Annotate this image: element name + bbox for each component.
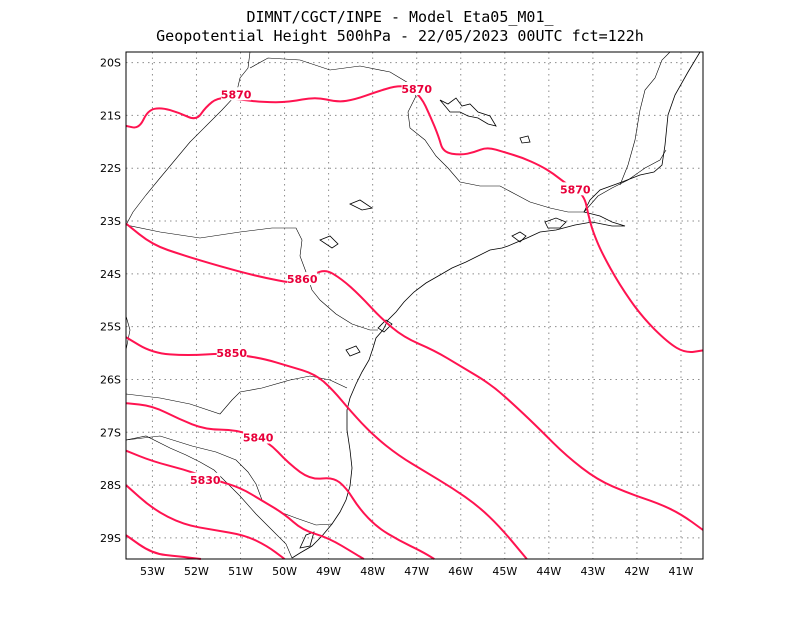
contour-label-bg (401, 81, 432, 95)
contour-label-bg (287, 272, 318, 286)
lat-tick-label: 27S (100, 426, 121, 439)
lon-tick-label: 44W (536, 565, 561, 578)
border-mg-rj (583, 149, 667, 213)
border-pr-sc (125, 375, 348, 415)
lagoa-dos-patos (299, 531, 315, 549)
lon-tick-label: 50W (272, 565, 297, 578)
sao-sebastiao-island (511, 231, 527, 243)
contour-label-bg (560, 182, 591, 196)
furnas-reservoir (439, 97, 497, 127)
contour-5870 (125, 85, 704, 353)
lon-tick-label: 53W (140, 565, 165, 578)
contour-label-bg (221, 87, 252, 101)
reservoir-west (349, 199, 374, 211)
lon-tick-label: 43W (580, 565, 605, 578)
lat-tick-label: 25S (100, 321, 121, 334)
contour-label-5870: 5870 (221, 88, 252, 101)
reservoir-east (519, 135, 531, 144)
lat-tick-label: 26S (100, 373, 121, 386)
lon-tick-label: 51W (228, 565, 253, 578)
contour-5830 (125, 449, 365, 560)
contour-label-bg (243, 430, 274, 444)
lat-tick-label: 28S (100, 479, 121, 492)
lon-tick-label: 48W (360, 565, 385, 578)
graticule: 20S 21S 22S 23S 24S 25S 26S 27S 28S 29S 53W 52W 51W 5… (100, 52, 703, 578)
lon-tick-label: 47W (404, 565, 429, 578)
border-mg-es (619, 51, 671, 186)
border-paraguay (125, 315, 131, 351)
lat-tick-label: 21S (100, 109, 121, 122)
lon-tick-label: 41W (669, 565, 694, 578)
border-argentina (125, 435, 293, 559)
contour-label-5870: 5870 (560, 183, 591, 196)
lon-tick-label: 45W (492, 565, 517, 578)
paranagua-bay (377, 319, 393, 333)
contour-5850 (125, 336, 528, 560)
contour-5810 (125, 534, 202, 560)
lon-tick-label: 52W (184, 565, 209, 578)
contour-5860 (125, 222, 704, 531)
contour-label-5830: 5830 (190, 474, 221, 487)
contour-label-5860: 5860 (287, 273, 318, 286)
contour-5820 (125, 484, 286, 560)
border-go-mg (249, 57, 417, 97)
contour-layer: 5870 5870 5870 5860 5850 5840 5830 (125, 81, 704, 560)
lat-tick-label: 29S (100, 532, 121, 545)
lat-tick-label: 24S (100, 268, 121, 281)
lat-tick-label: 20S (100, 57, 121, 70)
lon-tick-label: 46W (448, 565, 473, 578)
contour-label-bg (190, 472, 221, 486)
reservoir-parana (319, 235, 339, 249)
title-line-2: Geopotential Height 500hPa - 22/05/2023 … (156, 27, 644, 45)
border-ms-sp (125, 51, 251, 226)
guanabara-detail (544, 217, 567, 229)
border-sp-mg (407, 95, 584, 213)
lat-tick-label: 22S (100, 162, 121, 175)
contour-5840 (125, 402, 435, 560)
coastline (291, 51, 701, 559)
contour-label-5840: 5840 (243, 432, 274, 445)
lon-tick-label: 42W (624, 565, 649, 578)
border-sc-rs (125, 435, 333, 526)
contour-label-bg (216, 346, 247, 360)
border-sp-pr (125, 224, 378, 331)
lat-tick-label: 23S (100, 215, 121, 228)
title-line-1: DIMNT/CGCT/INPE - Model Eta05_M01_ (246, 8, 554, 26)
contour-label-5870: 5870 (401, 83, 432, 96)
reservoir-south (345, 345, 361, 357)
contour-label-5850: 5850 (216, 347, 247, 360)
map-frame (125, 51, 704, 560)
lon-tick-label: 49W (316, 565, 341, 578)
